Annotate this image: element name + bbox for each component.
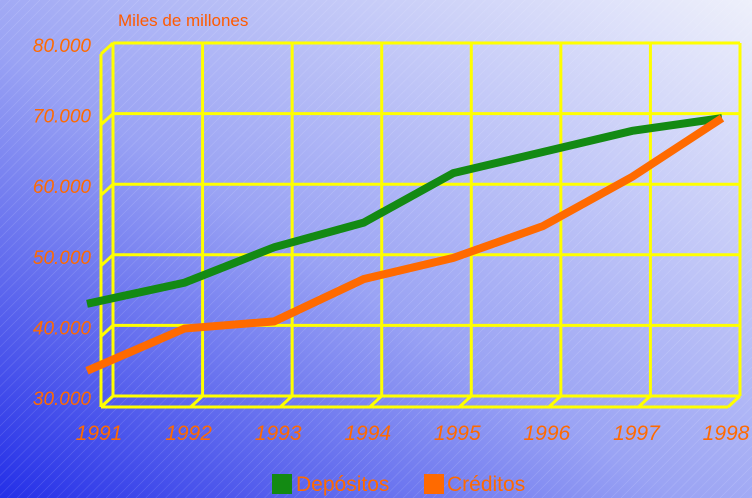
gridline-depth [99,112,115,126]
legend-swatch-depositos [272,474,292,494]
x-tick-label: 1996 [523,422,570,445]
series-lines [85,114,725,375]
legend-swatch-creditos [424,474,444,494]
y-tick-label: 30.000 [33,389,92,410]
y-tick-label: 60.000 [33,177,92,198]
floor-line [547,394,562,409]
y-tick-label: 70.000 [33,107,92,128]
legend-label-creditos: Créditos [447,473,525,496]
x-tick-label: 1997 [613,422,661,445]
floor-line [189,394,204,409]
floor-line [637,394,652,409]
gridline-depth [99,183,115,197]
x-tick-label: 1992 [165,422,212,445]
y-tick-label: 40.000 [33,318,92,339]
x-tick-label: 1991 [76,422,123,445]
floor-line [458,394,473,409]
floor-line [99,394,115,409]
legend-label-depositos: Depósitos [296,473,389,496]
floor-line [726,394,742,409]
gridline-depth [99,253,115,267]
floor-line [368,394,383,409]
x-tick-label: 1993 [255,422,302,445]
x-tick-label: 1998 [703,422,750,445]
y-tick-label: 80.000 [33,36,92,57]
legend: Depósitos Créditos [272,473,525,496]
series-line-depositos [86,114,723,308]
gridline-depth [99,324,115,338]
y-tick-label: 50.000 [33,248,92,269]
floor-line [279,394,294,409]
series-line-creditos [85,114,725,375]
grid-back-plane [99,41,742,409]
x-axis-ticks: 1991 1992 1993 1994 1995 1996 1997 1998 [76,422,750,445]
y-axis-ticks: 30.000 40.000 50.000 60.000 70.000 80.000 [33,36,92,410]
grid-floor-plane [99,394,742,409]
gridline-depth [99,41,115,56]
x-tick-label: 1995 [434,422,481,445]
x-tick-label: 1994 [344,422,391,445]
y-unit-label: Miles de millones [118,11,248,30]
